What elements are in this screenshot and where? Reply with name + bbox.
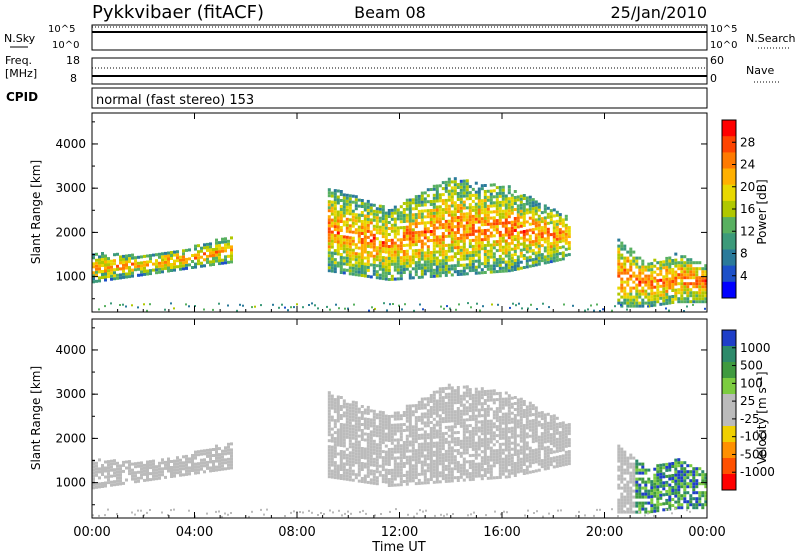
region-early — [92, 442, 233, 490]
colorbar-swatch — [722, 249, 736, 267]
velocity-colorbar: 1000 500 100 25 -25 -100 -500 -1000 — [721, 329, 775, 491]
freq-panel-frame — [91, 57, 708, 85]
velocity-colorbar-label: Velocity [m s⁻¹] — [755, 371, 769, 464]
y-tick-label: 1000 — [55, 270, 86, 284]
x-tick-label: 00:00 — [688, 525, 725, 540]
colorbar-swatch — [722, 233, 736, 250]
region-early — [92, 236, 233, 284]
colorbar-tick-label: 500 — [740, 359, 763, 373]
x-tick-label: 04:00 — [176, 525, 213, 540]
power-colorbar: 28 24 20 16 12 8 4 — [721, 119, 755, 299]
colorbar-tick-label: 4 — [740, 269, 748, 283]
colorbar-tick-label: 100 — [740, 376, 763, 390]
colorbar-tick-label: 1000 — [740, 341, 771, 355]
noise-right-tick-high: 10^5 — [710, 24, 737, 35]
colorbar-swatch — [722, 184, 736, 202]
y-tick-label: 3000 — [55, 181, 86, 195]
freq-tick-high: 18 — [66, 54, 80, 67]
colorbar-tick-label: 8 — [740, 247, 748, 261]
colorbar-tick-label: -100 — [740, 430, 767, 444]
colorbar-swatch — [722, 410, 736, 427]
colorbar-tick-label: 20 — [740, 180, 755, 194]
noise-left-tick-high: 10^5 — [48, 24, 75, 35]
x-tick-label: 16:00 — [483, 525, 520, 540]
cpid-panel-frame — [91, 87, 708, 109]
colorbar-tick-label: 16 — [740, 202, 755, 216]
colorbar-swatch — [722, 330, 736, 347]
date-title: 25/Jan/2010 — [610, 3, 707, 22]
colorbar-swatch — [722, 265, 736, 283]
colorbar-tick-label: -500 — [740, 447, 767, 461]
cpid-label: CPID — [6, 90, 38, 104]
colorbar-swatch — [722, 200, 736, 218]
noise-panel-frame — [91, 24, 708, 51]
colorbar-swatch — [722, 378, 736, 395]
y-tick-label: 2000 — [55, 225, 86, 239]
noise-left-tick-low: 10^0 — [52, 40, 79, 51]
colorbar-swatch — [722, 346, 736, 363]
colorbar-swatch — [722, 458, 736, 475]
velocity-panel: 1000 2000 3000 4000 00:00 04:00 08:00 12:00 16:0… — [55, 318, 726, 540]
colorbar-tick-label: 25 — [740, 394, 755, 408]
nave-label: Nave — [746, 64, 774, 77]
y-tick-label: 3000 — [55, 387, 86, 401]
near-range-echoes — [92, 508, 691, 518]
power-colorbar-label: Power [dB] — [755, 179, 769, 244]
x-tick-label: 12:00 — [381, 525, 418, 540]
noise-right-label: N.Search — [746, 32, 796, 45]
colorbar-swatch — [722, 394, 736, 411]
cpid-text: normal (fast stereo) 153 — [96, 93, 254, 108]
colorbar-swatch — [722, 152, 736, 170]
colorbar-swatch — [722, 168, 736, 186]
region-main — [327, 177, 571, 281]
colorbar-swatch — [722, 426, 736, 443]
x-tick-label: 00:00 — [73, 525, 110, 540]
colorbar-tick-label: 28 — [740, 135, 755, 149]
y-tick-label: 4000 — [55, 137, 86, 151]
freq-tick-low: 8 — [70, 72, 77, 85]
y-tick-label: 1000 — [55, 476, 86, 490]
colorbar-swatch — [722, 120, 736, 137]
y-tick-label: 2000 — [55, 431, 86, 445]
colorbar-swatch — [722, 217, 736, 234]
colorbar-frame — [721, 329, 737, 491]
power-y-label: Slant Range [km] — [29, 160, 43, 264]
station-title: Pykkvibaer (fitACF) — [92, 2, 264, 23]
region-late — [617, 238, 708, 308]
colorbar-tick-label: -25 — [740, 412, 760, 426]
nave-tick-high: 60 — [710, 54, 724, 67]
colorbar-swatch — [722, 474, 736, 491]
freq-label-2: [MHz] — [5, 67, 37, 80]
colorbar-tick-label: 12 — [740, 224, 755, 238]
colorbar-swatch — [722, 442, 736, 459]
region-late — [617, 444, 708, 514]
x-tick-label: 08:00 — [278, 525, 315, 540]
x-tick-label: 20:00 — [586, 525, 623, 540]
noise-left-label: N.Sky — [4, 32, 36, 45]
beam-title: Beam 08 — [354, 3, 426, 22]
x-axis-label: Time UT — [371, 540, 425, 554]
colorbar-swatch — [722, 362, 736, 379]
colorbar-tick-label: -1000 — [740, 465, 775, 479]
nave-tick-low: 0 — [710, 72, 717, 85]
colorbar-swatch — [722, 136, 736, 153]
noise-right-tick-low: 10^0 — [710, 40, 737, 51]
velocity-y-label: Slant Range [km] — [29, 366, 43, 470]
colorbar-swatch — [722, 281, 736, 299]
near-range-echoes — [98, 302, 706, 312]
power-panel: 1000 2000 3000 4000 — [55, 112, 708, 313]
y-tick-label: 4000 — [55, 343, 86, 357]
freq-label-1: Freq. — [5, 54, 32, 67]
colorbar-tick-label: 24 — [740, 158, 755, 172]
region-main — [327, 383, 571, 487]
